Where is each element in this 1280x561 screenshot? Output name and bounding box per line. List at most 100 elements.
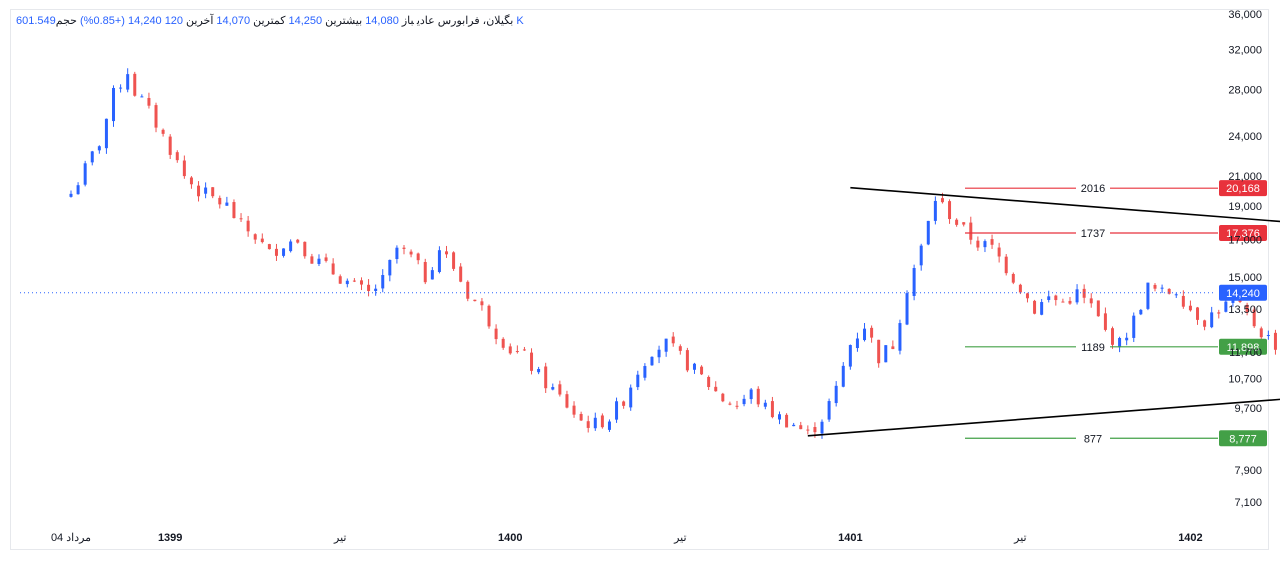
candle-body	[721, 393, 725, 402]
candle-body	[756, 388, 760, 405]
y-tick-label: 32,000	[1228, 44, 1262, 56]
level-label: 1189	[1081, 342, 1105, 354]
low-label: کمترین	[253, 15, 286, 27]
candle-body	[565, 394, 569, 408]
candle-body	[423, 261, 427, 283]
candle-body	[622, 401, 626, 406]
candle-body	[338, 276, 342, 284]
candles	[69, 68, 1277, 439]
candle-body	[388, 259, 392, 276]
candle-body	[1146, 282, 1150, 309]
candle-body	[1231, 298, 1235, 303]
candle-body	[997, 247, 1001, 257]
candle-body	[126, 74, 130, 90]
candle-body	[522, 349, 526, 351]
candle-body	[515, 351, 519, 353]
candle-body	[1132, 315, 1136, 338]
candle-body	[381, 275, 385, 289]
candle-body	[253, 234, 257, 240]
candle-body	[1011, 273, 1015, 283]
trendline-lower	[807, 398, 1280, 437]
candle-body	[1018, 284, 1022, 293]
y-tick-label: 28,000	[1228, 85, 1262, 97]
x-tick-label: 1400	[498, 532, 522, 544]
high-value: 14,250	[288, 15, 323, 27]
change-value: 120 (+0.85%)	[80, 15, 184, 27]
candle-body	[664, 338, 668, 352]
level-badge-value: 20,168	[1226, 183, 1260, 195]
candle-body	[912, 268, 916, 296]
candle-body	[367, 284, 371, 291]
y-tick-label: 24,000	[1228, 131, 1262, 143]
candle-body	[657, 349, 661, 358]
candle-body	[898, 323, 902, 351]
y-tick-label: 9,700	[1234, 403, 1262, 415]
candle-body	[586, 421, 590, 428]
candle-body	[962, 222, 966, 225]
candle-body	[1110, 328, 1114, 345]
x-tick-label: 1401	[838, 532, 862, 544]
candle-body	[1082, 288, 1086, 298]
candle-body	[395, 247, 399, 260]
candle-body	[714, 386, 718, 392]
candle-body	[267, 244, 271, 250]
candle-body	[416, 253, 420, 261]
candle-body	[1160, 287, 1164, 289]
candle-body	[615, 401, 619, 420]
candle-body	[537, 369, 541, 373]
y-tick-label: 17,000	[1228, 235, 1262, 247]
candle-body	[303, 241, 307, 257]
candle-body	[1224, 301, 1228, 312]
candle-body	[466, 281, 470, 299]
candle-body	[289, 241, 293, 252]
candle-body	[1047, 296, 1051, 300]
candle-body	[402, 247, 406, 249]
candle-body	[678, 346, 682, 351]
candle-body	[1103, 313, 1107, 330]
candle-body	[1273, 332, 1277, 350]
candle-body	[310, 256, 314, 264]
candle-body	[742, 398, 746, 405]
candle-body	[182, 160, 186, 177]
candle-body	[1181, 295, 1185, 307]
candle-body	[189, 177, 193, 185]
candle-body	[345, 280, 349, 285]
candle-body	[1125, 337, 1129, 341]
candle-body	[459, 266, 463, 282]
candle-body	[1054, 295, 1058, 301]
low-value: 14,070	[216, 15, 251, 27]
chart-frame	[10, 9, 1269, 550]
y-tick-label: 19,000	[1228, 201, 1262, 213]
candle-body	[282, 248, 286, 256]
candle-body	[600, 415, 604, 428]
candle-body	[700, 366, 704, 375]
y-tick-label: 36,000	[1228, 9, 1262, 21]
candle-body	[983, 241, 987, 248]
candle-body	[884, 345, 888, 363]
candle-body	[735, 405, 739, 407]
level-badge	[1219, 338, 1267, 355]
candle-body	[919, 245, 923, 266]
level-badge	[1219, 430, 1267, 447]
candle-body	[487, 305, 491, 327]
candle-body	[671, 336, 675, 344]
candle-body	[855, 338, 859, 349]
candle-body	[820, 421, 824, 434]
close-value: 14,240	[128, 15, 162, 27]
current-price-value: 14,240	[1226, 288, 1260, 300]
candle-body	[76, 185, 80, 195]
candle-body	[204, 187, 208, 194]
candle-body	[778, 414, 781, 420]
candle-body	[218, 197, 222, 205]
candle-body	[827, 401, 831, 420]
candle-body	[501, 338, 505, 348]
candle-body	[104, 118, 108, 149]
candle-body	[211, 187, 215, 197]
candle-body	[1025, 293, 1029, 299]
candle-body	[90, 151, 94, 163]
candle-body	[792, 424, 796, 427]
candle-body	[508, 346, 512, 354]
candle-body	[197, 185, 201, 197]
candle-body	[530, 352, 534, 371]
